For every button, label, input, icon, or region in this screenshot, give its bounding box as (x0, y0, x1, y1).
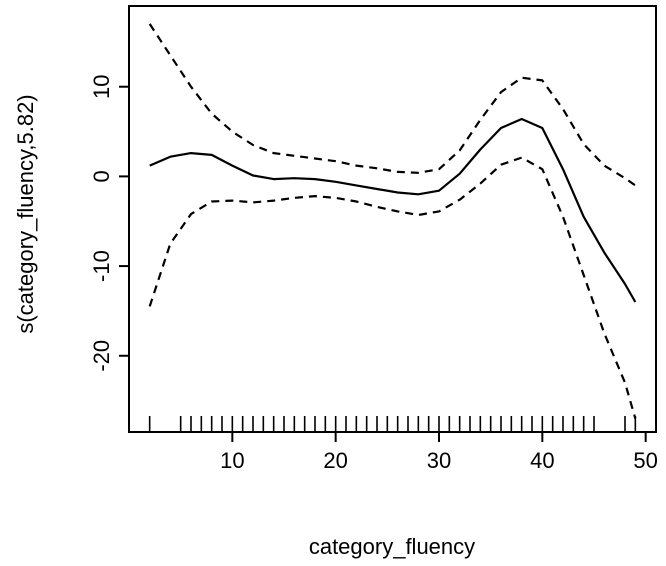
confidence-band-line-2 (148, 156, 637, 419)
x-tick-label: 50 (633, 448, 657, 473)
x-tick-label: 10 (220, 448, 244, 473)
smooth-estimate-line (149, 117, 637, 303)
y-tick-label: 0 (89, 170, 114, 182)
confidence-band-line-1 (148, 23, 636, 187)
y-tick-label: -20 (89, 340, 114, 372)
x-tick-label: 30 (427, 448, 451, 473)
axes: 10 20 30 40 50 -20 -10 0 10 (89, 74, 658, 473)
plot-area (128, 5, 657, 433)
x-axis-title: category_fluency (309, 534, 475, 559)
x-tick-label: 20 (323, 448, 347, 473)
y-tick-label: 10 (89, 74, 114, 98)
plot-frame (128, 5, 657, 433)
y-tick-label: -10 (89, 250, 114, 282)
y-axis-title: s(category_fluency,5.82) (13, 94, 38, 333)
x-tick-label: 40 (530, 448, 554, 473)
